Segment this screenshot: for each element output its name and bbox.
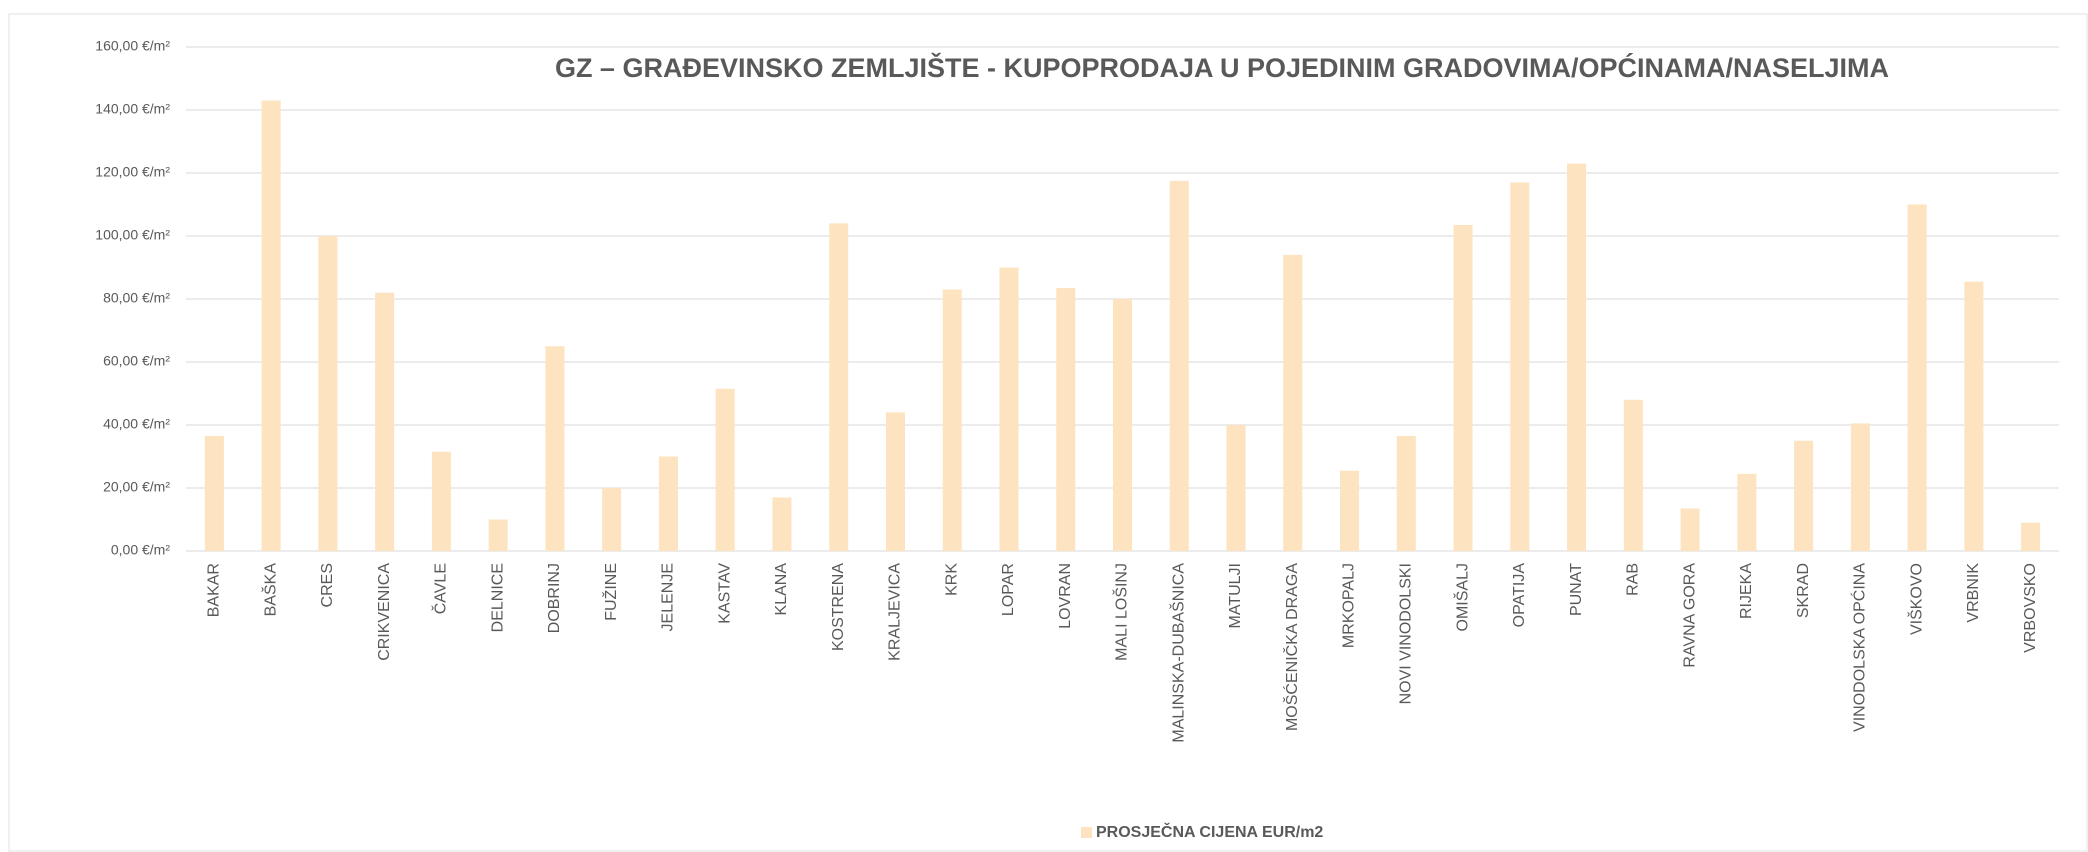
bar [1169,180,1189,551]
legend-swatch [1081,827,1092,838]
bar [1964,281,1984,551]
bar [431,451,451,551]
bar [999,267,1019,551]
bar [545,346,565,551]
x-tick-label: MATULJI [1227,563,1244,628]
bar [1567,163,1587,552]
x-tick-label: KRK [943,563,960,596]
x-tick-label: OMIŠALJ [1452,563,1471,631]
x-tick-label: FUŽINE [601,563,620,621]
legend-label: PROSJEČNA CIJENA EUR/m2 [1096,822,1323,841]
bar [1453,224,1473,551]
y-tick-label: 0,00 €/m² [111,542,170,558]
x-tick-label: CRES [319,563,336,607]
x-tick-label: KRALJEVICA [887,563,904,661]
bar [1056,287,1076,551]
bar [1226,425,1246,551]
x-tick-label: VRBOVSKO [2022,563,2039,653]
x-tick-label: ČAVLE [431,563,450,614]
bar [488,519,508,551]
x-tick-label: DELNICE [489,563,506,632]
x-tick-label: VIŠKOVO [1906,563,1925,635]
bar [318,236,338,551]
bar [1283,254,1303,551]
x-tick-label: JELENJE [660,563,677,631]
bar [261,100,281,552]
x-tick-label: KOSTRENA [830,563,847,651]
bar [1737,473,1757,551]
x-tick-label: SKRAD [1795,563,1812,618]
x-tick-label: VRBNIK [1965,563,1982,623]
x-tick-label: MALINSKA-DUBAŠNICA [1168,563,1187,743]
x-tick-label: OPATIJA [1511,563,1528,628]
x-tick-label: DOBRINJ [546,563,563,633]
y-tick-label: 100,00 €/m² [95,227,170,243]
x-tick-label: MRKOPALJ [1341,563,1358,648]
x-tick-label: KASTAV [716,563,733,624]
bar [1113,299,1132,551]
bar [1794,440,1814,551]
bar [1340,470,1360,551]
x-tick-label: RAVNA GORA [1681,563,1698,668]
x-tick-label: LOPAR [1000,563,1017,616]
bar [1510,182,1530,551]
y-tick-label: 40,00 €/m² [103,416,170,432]
bar [204,436,224,551]
chart-title: GZ – GRAĐEVINSKO ZEMLJIŠTE - KUPOPRODAJA… [555,52,1889,83]
chart-frame [8,13,2088,852]
bar [1680,508,1700,551]
y-tick-label: 80,00 €/m² [103,290,170,306]
x-tick-label: NOVI VINODOLSKI [1398,563,1415,704]
bar [1850,423,1870,551]
y-tick-label: 20,00 €/m² [103,479,170,495]
bar [772,497,792,551]
bar [1396,436,1416,551]
x-tick-label: RAB [1625,563,1642,596]
x-tick-label: BAŠKA [260,563,279,617]
x-tick-label: MOŠĆENIČKA DRAGA [1282,563,1301,731]
x-tick-label: LOVRAN [1057,563,1074,629]
bar [658,456,678,551]
y-tick-label: 140,00 €/m² [95,101,170,117]
bar [885,412,905,551]
y-tick-label: 120,00 €/m² [95,164,170,180]
bar [375,292,395,551]
x-tick-label: RIJEKA [1738,563,1755,619]
y-tick-label: 60,00 €/m² [103,353,170,369]
bar [1907,204,1927,551]
bar [942,289,962,551]
x-tick-label: BAKAR [206,563,223,617]
x-tick-label: MALI LOŠINJ [1112,563,1131,661]
x-tick-label: VINODOLSKA OPĆINA [1850,563,1869,732]
x-tick-label: PUNAT [1568,563,1585,616]
bar [715,388,735,551]
bar [1623,399,1643,551]
x-tick-label: KLANA [773,563,790,616]
bar [2021,522,2041,551]
y-tick-label: 160,00 €/m² [95,38,170,54]
x-tick-label: CRIKVENICA [376,563,393,661]
bar [829,223,849,551]
bar [602,488,622,551]
